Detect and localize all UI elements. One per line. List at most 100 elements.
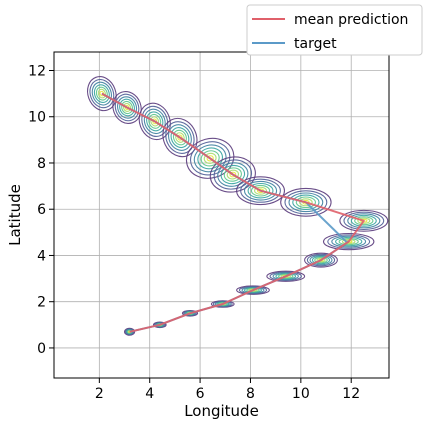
contour-ellipse [280, 274, 292, 279]
contour-ellipse [119, 98, 135, 117]
contour-ellipse [99, 90, 105, 97]
axes-frame [53, 51, 390, 379]
contour-ellipse [217, 162, 249, 187]
axis-ticks: 2 4 6 8 10 12 0 2 4 6 8 10 12 [28, 63, 360, 402]
contour-ellipse [89, 78, 115, 109]
legend: mean prediction target [246, 4, 423, 56]
uncertainty-ellipse-group [236, 176, 286, 206]
contour-ellipse [97, 88, 106, 99]
x-tick-label: 10 [292, 386, 310, 402]
contour-ellipse [295, 196, 317, 209]
contour-ellipse [165, 121, 195, 154]
contour-ellipse [243, 180, 278, 201]
contour-ellipse [341, 239, 356, 245]
contour-ellipse [162, 117, 198, 158]
x-tick-label: 12 [342, 386, 360, 402]
contour-ellipse [278, 273, 294, 279]
contour-ellipse [210, 300, 235, 308]
contour-ellipse [206, 155, 214, 162]
contour-ellipse [327, 234, 371, 249]
x-tick-label: 2 [95, 386, 104, 402]
contour-ellipse [347, 213, 381, 229]
contour-ellipse [236, 285, 270, 295]
contour-ellipse [170, 127, 190, 149]
y-tick-label: 2 [37, 295, 46, 311]
contour-ellipse [177, 134, 183, 141]
uncertainty-ellipse-group [266, 270, 306, 282]
uncertainty-ellipse-group [236, 285, 270, 295]
contour-ellipse [304, 252, 338, 268]
contour-ellipse [87, 76, 117, 112]
x-tick-label: 4 [145, 386, 154, 402]
contour-ellipse [306, 253, 336, 267]
grid [54, 52, 389, 378]
contour-ellipse [226, 169, 240, 180]
contour-ellipse [141, 105, 169, 137]
uncertainty-ellipse-group [138, 102, 171, 141]
contour-ellipse [339, 209, 389, 232]
contour-ellipse [292, 194, 320, 211]
uncertainty-ellipse-group [210, 300, 235, 308]
contour-ellipse [236, 176, 286, 206]
contour-ellipse [200, 150, 220, 167]
contour-ellipse [238, 286, 268, 295]
contour-ellipse [243, 287, 263, 293]
contour-ellipse [146, 111, 164, 132]
contour-ellipse [152, 118, 158, 125]
contour-ellipse [95, 86, 108, 101]
contour-ellipse [114, 93, 140, 122]
y-tick-label: 4 [37, 248, 46, 264]
contour-ellipse [269, 271, 302, 282]
uncertainty-ellipse-group [304, 252, 338, 268]
contour-ellipse [122, 102, 132, 113]
series-line-mean-prediction [101, 92, 365, 333]
uncertainty-ellipse-group [280, 187, 332, 217]
contour-ellipse [117, 96, 138, 119]
contour-ellipse [331, 235, 367, 248]
contour-ellipse [150, 116, 160, 127]
x-axis-label: Longitude [184, 402, 259, 420]
legend-label-target: target [294, 36, 337, 52]
contour-ellipse [209, 156, 256, 193]
contour-ellipse [240, 178, 281, 203]
contour-ellipse [220, 164, 246, 185]
contour-ellipse [314, 256, 328, 264]
contour-ellipse [193, 144, 227, 173]
contour-ellipse [354, 216, 374, 226]
contour-ellipse [309, 254, 333, 266]
contour-ellipse [284, 190, 328, 215]
contour-ellipse [172, 129, 187, 146]
contour-ellipse [143, 108, 166, 135]
contour-ellipse [335, 236, 363, 247]
uncertainty-ellipse-group [162, 117, 198, 158]
uncertainty-ellipse-group [339, 209, 389, 232]
contour-ellipse [93, 84, 110, 103]
contour-ellipse [350, 214, 377, 227]
uncertainty-ellipse-group [112, 91, 142, 124]
contour-ellipse [280, 187, 332, 217]
contour-ellipse [229, 171, 237, 178]
contour-ellipse [138, 102, 171, 141]
series-lines [101, 92, 365, 333]
y-tick-label: 10 [28, 110, 46, 126]
y-tick-label: 8 [37, 156, 46, 172]
contour-ellipse [148, 113, 162, 129]
y-axis-label: Latitude [6, 184, 24, 246]
contour-ellipse [316, 257, 326, 263]
contour-ellipse [247, 182, 274, 199]
legend-box [246, 4, 423, 56]
y-tick-label: 6 [37, 202, 46, 218]
uncertainty-ellipse-group [209, 156, 256, 193]
contour-ellipse [275, 273, 297, 280]
contour-ellipse [91, 81, 112, 106]
contour-ellipse [167, 124, 192, 151]
uncertainty-ellipse-group [322, 232, 375, 251]
contour-ellipse [121, 100, 133, 115]
contour-ellipse [123, 327, 136, 336]
contour-ellipse [288, 192, 324, 213]
contour-ellipse [124, 104, 130, 111]
x-tick-label: 8 [246, 386, 255, 402]
contour-ellipse [338, 237, 359, 246]
y-tick-label: 0 [37, 341, 46, 357]
